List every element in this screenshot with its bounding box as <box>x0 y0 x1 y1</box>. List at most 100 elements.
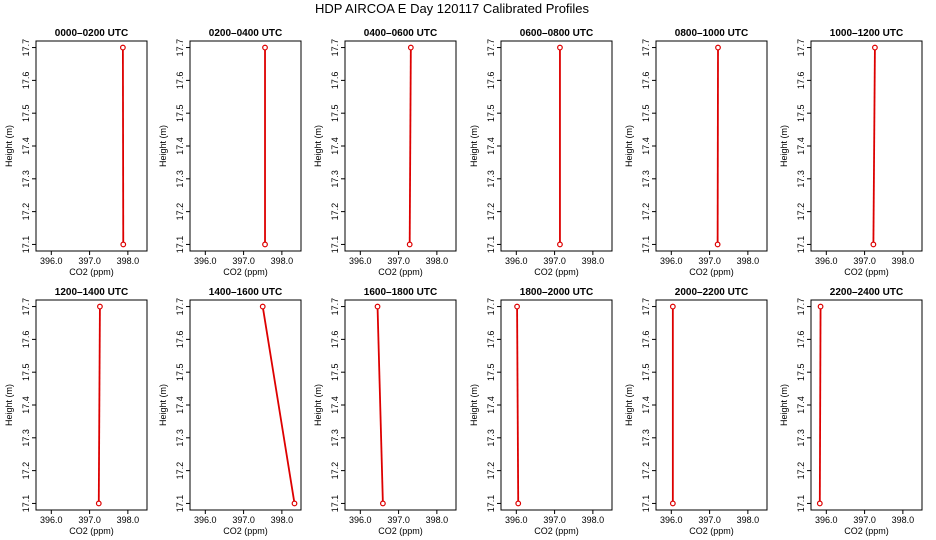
y-tick-label: 17.7 <box>330 298 340 316</box>
y-tick-label: 17.6 <box>796 72 806 90</box>
profile-panel: 1600–1800 UTC 396.0 397.0 398.0 17.1 17.2 17.3… <box>313 287 457 536</box>
data-point <box>872 44 878 51</box>
plot-frame <box>344 40 457 252</box>
profile-panel: 0800–1000 UTC 396.0 397.0 398.0 17.1 17.2 17.3… <box>624 28 768 277</box>
y-tick-label: 17.5 <box>486 363 496 381</box>
profile-panel: 0200–0400 UTC 396.0 397.0 398.0 17.1 17.2 17.3… <box>158 28 302 277</box>
y-tick-label: 17.7 <box>21 298 31 316</box>
y-tick-label: 17.7 <box>641 39 651 57</box>
y-axis-label: Height (m) <box>779 125 789 167</box>
y-tick-label: 17.1 <box>21 236 31 254</box>
x-tick-label: 397.0 <box>543 256 566 266</box>
data-point <box>715 44 721 51</box>
x-axis-label: CO2 (ppm) <box>69 526 114 536</box>
x-tick-label: 398.0 <box>892 256 915 266</box>
x-tick-label: 398.0 <box>737 256 760 266</box>
x-tick-label: 397.0 <box>853 256 876 266</box>
y-tick-label: 17.6 <box>21 72 31 90</box>
y-tick-label: 17.3 <box>175 170 185 188</box>
y-tick-label: 17.5 <box>796 104 806 122</box>
profile-line <box>516 306 520 504</box>
y-tick-label: 17.6 <box>796 331 806 349</box>
x-tick-label: 398.0 <box>117 256 140 266</box>
data-point <box>514 303 520 310</box>
profile-panel: 2200–2400 UTC 396.0 397.0 398.0 17.1 17.2 17.3… <box>779 287 923 536</box>
y-axis-label: Height (m) <box>624 125 634 167</box>
plot-frame <box>810 299 923 511</box>
x-axis-label: CO2 (ppm) <box>223 267 268 277</box>
plot-frame <box>189 299 302 511</box>
y-tick-label: 17.1 <box>175 495 185 513</box>
x-axis-label: CO2 (ppm) <box>534 526 579 536</box>
x-tick-label: 398.0 <box>426 515 449 525</box>
y-tick-label: 17.4 <box>486 396 496 414</box>
y-tick-label: 17.6 <box>641 331 651 349</box>
x-tick-label: 396.0 <box>349 256 372 266</box>
data-point <box>816 500 823 507</box>
profile-panel: 1200–1400 UTC 396.0 397.0 398.0 17.1 17.2 17.3… <box>4 287 148 536</box>
figure-title: HDP AIRCOA E Day 120117 Calibrated Profi… <box>315 1 590 16</box>
data-point <box>669 303 676 310</box>
y-tick-label: 17.3 <box>486 429 496 447</box>
profile-line <box>261 306 296 504</box>
data-point <box>262 44 268 51</box>
profile-panel: 0000–0200 UTC 396.0 397.0 398.0 17.1 17.2 17.3… <box>4 28 148 277</box>
panel-grid: 0000–0200 UTC 396.0 397.0 398.0 17.1 17.2 17.3… <box>4 28 923 536</box>
x-axis-label: CO2 (ppm) <box>223 526 268 536</box>
y-tick-label: 17.4 <box>641 396 651 414</box>
x-tick-label: 398.0 <box>582 256 605 266</box>
data-point <box>95 500 102 507</box>
y-tick-label: 17.3 <box>21 429 31 447</box>
y-tick-label: 17.2 <box>175 462 185 480</box>
y-axis-label: Height (m) <box>313 125 323 167</box>
x-tick-label: 398.0 <box>892 515 915 525</box>
y-tick-label: 17.5 <box>175 104 185 122</box>
y-tick-label: 17.4 <box>175 396 185 414</box>
y-tick-label: 17.1 <box>175 236 185 254</box>
panel-title: 2200–2400 UTC <box>830 287 903 298</box>
y-tick-label: 17.2 <box>796 462 806 480</box>
y-tick-label: 17.3 <box>175 429 185 447</box>
panel-title: 0600–0800 UTC <box>520 28 593 39</box>
y-axis-label: Height (m) <box>469 125 479 167</box>
data-point <box>119 44 126 51</box>
y-tick-label: 17.1 <box>641 495 651 513</box>
x-tick-label: 398.0 <box>271 515 294 525</box>
y-tick-label: 17.7 <box>796 298 806 316</box>
y-tick-label: 17.6 <box>175 72 185 90</box>
y-tick-label: 17.7 <box>486 298 496 316</box>
x-tick-label: 397.0 <box>698 256 721 266</box>
x-tick-label: 397.0 <box>78 515 101 525</box>
x-tick-label: 398.0 <box>737 515 760 525</box>
profile-line <box>97 306 101 504</box>
panel-title: 1600–1800 UTC <box>364 287 437 298</box>
y-tick-label: 17.2 <box>796 203 806 221</box>
x-tick-label: 396.0 <box>194 256 217 266</box>
x-tick-label: 398.0 <box>271 256 294 266</box>
profile-panel: 1800–2000 UTC 396.0 397.0 398.0 17.1 17.2 17.3… <box>469 287 613 536</box>
y-tick-label: 17.2 <box>21 462 31 480</box>
y-axis-label: Height (m) <box>624 384 634 426</box>
y-tick-label: 17.2 <box>486 203 496 221</box>
y-tick-label: 17.5 <box>330 363 340 381</box>
y-tick-label: 17.1 <box>796 236 806 254</box>
y-tick-label: 17.5 <box>330 104 340 122</box>
data-point <box>374 303 381 310</box>
profile-line <box>872 47 876 245</box>
x-tick-label: 397.0 <box>232 515 255 525</box>
panel-title: 1200–1400 UTC <box>55 287 128 298</box>
y-axis-label: Height (m) <box>4 125 14 167</box>
y-tick-label: 17.6 <box>21 331 31 349</box>
panel-title: 1800–2000 UTC <box>520 287 593 298</box>
data-point <box>259 303 266 310</box>
data-point <box>262 241 268 248</box>
y-tick-label: 17.5 <box>21 363 31 381</box>
profile-panel: 1000–1200 UTC 396.0 397.0 398.0 17.1 17.2 17.3… <box>779 28 923 277</box>
data-point <box>291 500 298 507</box>
y-tick-label: 17.7 <box>175 298 185 316</box>
x-axis-label: CO2 (ppm) <box>844 267 889 277</box>
y-axis-label: Height (m) <box>779 384 789 426</box>
profile-line <box>818 306 822 504</box>
x-axis-label: CO2 (ppm) <box>689 526 734 536</box>
y-tick-label: 17.5 <box>641 363 651 381</box>
